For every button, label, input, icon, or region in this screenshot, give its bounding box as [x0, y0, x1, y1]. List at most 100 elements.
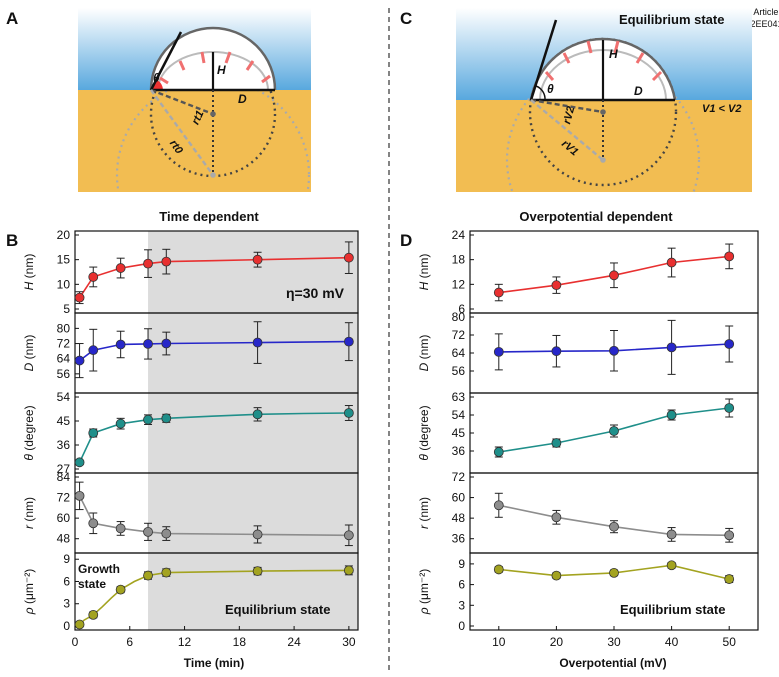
x-tick-label-b: 18 [233, 635, 247, 649]
y-tick-label-b-theta: 54 [57, 390, 71, 404]
data-point-b-H [143, 258, 153, 269]
data-point-d-D [724, 339, 735, 349]
y-tick-label-d-theta: 63 [452, 390, 466, 404]
y-tick-label-d-theta: 54 [452, 408, 466, 422]
x-tick-label-b: 30 [342, 635, 356, 649]
y-tick-label-d-H: 24 [452, 228, 466, 242]
y-axis-label-d-r: r (nm) [417, 497, 431, 529]
data-point-d-rho [493, 564, 504, 575]
y-tick-label-d-r: 60 [452, 491, 466, 505]
y-tick-label-b-H: 10 [57, 277, 71, 291]
y-tick-label-b-H: 20 [57, 228, 71, 242]
droplet-outline-c [529, 37, 677, 101]
data-point-d-r [493, 500, 504, 511]
equilibrium-annotation-d: Equilibrium state [620, 602, 725, 617]
contact-angle-marker-a [151, 80, 163, 90]
y-tick-label-b-theta: 45 [57, 414, 71, 428]
subplot-frame-d-rho [469, 552, 759, 631]
y-axis-label-d-theta: θ (degree) [417, 405, 431, 460]
data-point-d-r [666, 529, 677, 540]
r1-label-a: rt1 [190, 109, 207, 127]
data-point-b-theta [143, 414, 153, 425]
radius-v2-c [530, 98, 604, 114]
data-point-d-r [724, 530, 735, 541]
chart-d: D Overpotential dependent 6 12 18 24 H (nm) 5… [400, 209, 759, 670]
y-tick-label-d-D: 72 [452, 328, 466, 342]
x-tick-label-d: 50 [723, 635, 737, 649]
y-tick-label-b-D: 72 [57, 337, 71, 351]
y-tick-label-d-r: 72 [452, 470, 466, 484]
volume-relation-c: V1 < V2 [702, 103, 741, 115]
substrate-a [78, 90, 311, 192]
y-tick-label-b-rho: 9 [63, 552, 70, 566]
data-point-b-rho [252, 566, 263, 576]
data-point-b-H [343, 252, 354, 263]
x-tick-label-d: 40 [665, 635, 679, 649]
data-point-b-rho [143, 570, 153, 581]
y-tick-label-d-H: 12 [452, 277, 466, 291]
data-point-b-D [88, 345, 99, 356]
data-point-d-rho [666, 560, 677, 571]
y-tick-label-d-r: 36 [452, 532, 466, 546]
equilibrium-annotation-b: Equilibrium state [225, 602, 330, 617]
equilibrium-shading-b [148, 231, 358, 630]
data-point-b-D [115, 339, 126, 350]
data-point-b-H [252, 254, 263, 265]
y-tick-label-b-rho: 0 [63, 619, 70, 633]
y-axis-label-b-rho: ρ (μm⁻²) [22, 569, 36, 615]
tangent-line-c [529, 19, 558, 101]
data-point-d-H [493, 287, 504, 298]
subplot-frame-d-r [469, 472, 759, 554]
data-point-d-D [493, 346, 504, 357]
y-tick-label-b-rho: 3 [63, 597, 70, 611]
data-point-b-r [74, 490, 85, 501]
data-point-d-theta [493, 447, 504, 457]
y-tick-label-d-rho: 6 [458, 578, 465, 592]
chart-d-title: Overpotential dependent [519, 209, 673, 224]
data-point-b-theta [88, 428, 99, 438]
data-point-d-H [609, 270, 619, 281]
data-point-d-r [609, 521, 619, 532]
y-tick-label-b-r: 60 [57, 511, 71, 525]
data-point-b-D [252, 337, 263, 348]
y-axis-label-b-theta: θ (degree) [22, 405, 36, 460]
data-point-d-r [551, 512, 562, 523]
y-tick-label-d-D: 80 [452, 310, 466, 324]
panel-letter-d: D [400, 231, 412, 250]
x-tick-label-d: 20 [550, 635, 564, 649]
droplet-outline-a [149, 26, 277, 91]
data-point-b-theta [161, 413, 172, 424]
y-tick-label-b-theta: 36 [57, 438, 71, 452]
equilibrium-title-c: Equilibrium state [619, 12, 724, 27]
x-tick-label-d: 10 [492, 635, 506, 649]
y-tick-label-b-D: 80 [57, 321, 71, 335]
data-point-d-rho [609, 567, 619, 578]
y-axis-label-b-H: H (nm) [22, 254, 36, 291]
series-line-b-rho [74, 569, 349, 627]
x-axis-label-b: Time (min) [184, 656, 244, 670]
data-point-b-r [115, 523, 126, 534]
y-axis-label-d-D: D (nm) [417, 335, 431, 372]
y-tick-label-d-rho: 9 [458, 557, 465, 571]
y-tick-label-b-rho: 6 [63, 574, 70, 588]
y-tick-label-d-rho: 3 [458, 598, 465, 612]
y-tick-label-b-r: 48 [57, 532, 71, 546]
data-point-b-r [88, 518, 99, 529]
h-label-a: H [217, 63, 226, 77]
schematic-a: A θ H D rt1 r [6, 8, 311, 192]
data-point-d-H [666, 257, 677, 268]
y-tick-label-b-H: 15 [57, 253, 71, 267]
data-point-b-r [252, 529, 263, 540]
data-point-d-D [666, 342, 677, 353]
data-point-d-theta [666, 410, 677, 420]
data-point-d-rho [724, 574, 735, 584]
growth-annotation-line1: Growth [78, 562, 120, 576]
v2-label-c: rV2 [561, 105, 577, 125]
x-tick-label-b: 6 [126, 635, 133, 649]
x-tick-label-b: 12 [178, 635, 192, 649]
data-point-d-theta [551, 438, 562, 448]
data-point-d-D [551, 346, 562, 357]
data-point-d-H [551, 280, 562, 291]
